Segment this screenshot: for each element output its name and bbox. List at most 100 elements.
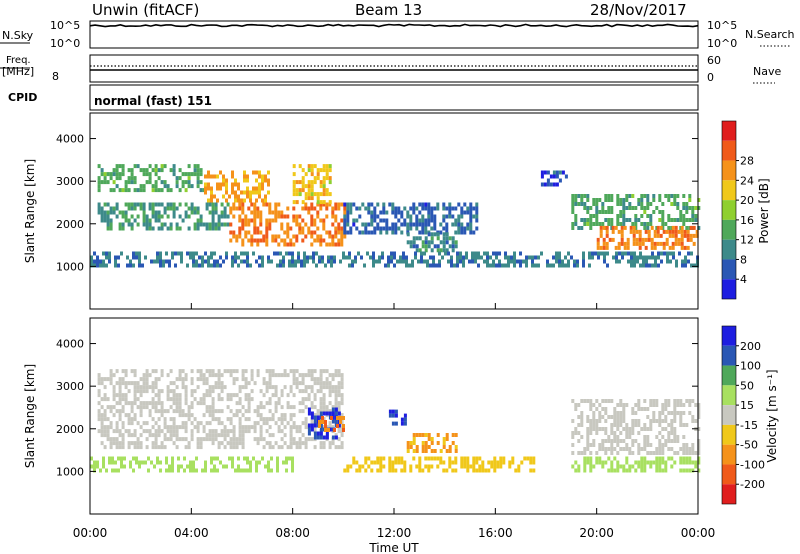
velocity-echo-cell-r0: [232, 393, 236, 398]
power-echo-cell-r5: [346, 218, 350, 223]
velocity-colorbar-swatch: [722, 424, 736, 445]
power-echo-cell-r4: [328, 200, 332, 205]
power-echo-cell-r4: [325, 192, 329, 197]
velocity-echo-cell-r0: [115, 425, 119, 430]
power-echo-cell-r3: [253, 210, 257, 215]
velocity-echo-cell-r6: [267, 468, 270, 473]
velocity-echo-cell-r0: [175, 401, 179, 406]
velocity-echo-cell-r0: [301, 401, 305, 406]
velocity-echo-cell-r0: [184, 385, 188, 390]
power-echo-cell-r10: [192, 251, 195, 256]
velocity-echo-cell-r0: [133, 381, 137, 386]
velocity-echo-cell-r3: [394, 409, 398, 414]
power-echo-cell-r7: [691, 210, 695, 214]
velocity-echo-cell-r0: [190, 405, 194, 410]
velocity-echo-cell-r6: [138, 464, 141, 469]
power-echo-cell-r3: [316, 210, 320, 215]
velocity-echo-cell-r0: [121, 397, 125, 402]
power-echo-cell-r5: [460, 214, 464, 219]
power-echo-cell-r4: [295, 188, 299, 193]
power-echo-cell-r7: [622, 214, 626, 218]
power-echo-cell-r3: [322, 202, 326, 207]
velocity-echo-cell-r1: [319, 423, 323, 428]
power-echo-cell-r3: [265, 238, 269, 243]
velocity-echo-cell-r5: [481, 464, 485, 469]
velocity-echo-cell-r7: [619, 411, 623, 415]
velocity-echo-cell-r6: [276, 464, 279, 469]
velocity-echo-cell-r7: [649, 443, 653, 447]
power-echo-cell-r0: [148, 164, 152, 169]
power-echo-cell-r10: [372, 251, 375, 256]
power-echo-cell-r5: [376, 202, 380, 207]
power-echo-cell-r10: [504, 263, 507, 268]
power-echo-cell-r10: [606, 251, 609, 256]
power-echo-cell-r0: [187, 180, 191, 185]
power-echo-cell-r7: [688, 218, 692, 222]
power-echo-cell-r10: [588, 255, 591, 260]
power-echo-cell-r6: [442, 232, 446, 237]
velocity-echo-cell-r0: [313, 429, 317, 434]
power-echo-cell-r5: [406, 214, 410, 219]
power-echo-cell-r10: [588, 263, 591, 268]
power-echo-cell-r10: [555, 251, 558, 256]
power-echo-cell-r3: [286, 226, 290, 231]
velocity-echo-cell-r0: [280, 437, 284, 442]
velocity-echo-cell-r0: [301, 381, 305, 386]
power-echo-cell-r1: [214, 210, 218, 215]
velocity-echo-cell-r0: [220, 429, 224, 434]
velocity-echo-cell-r0: [274, 373, 278, 378]
power-echo-cell-r1: [139, 202, 143, 207]
velocity-echo-cell-r8: [667, 456, 671, 461]
power-echo-cell-r3: [334, 230, 338, 235]
power-echo-cell-r7: [682, 218, 686, 222]
velocity-echo-cell-r0: [238, 425, 242, 430]
power-echo-cell-r5: [448, 210, 452, 215]
power-echo-cell-r8: [680, 229, 684, 234]
power-echo-cell-r7: [658, 194, 662, 198]
velocity-echo-cell-r0: [334, 385, 338, 390]
velocity-echo-cell-r7: [571, 399, 575, 403]
power-echo-cell-r3: [343, 234, 347, 239]
power-echo-cell-r8: [629, 225, 633, 230]
velocity-colorbar-swatch: [722, 326, 736, 346]
velocity-echo-cell-r1: [310, 411, 314, 416]
velocity-echo-cell-r0: [274, 389, 278, 394]
velocity-echo-cell-r7: [655, 403, 659, 407]
power-echo-cell-r8: [677, 237, 681, 242]
power-echo-cell-r5: [472, 230, 476, 235]
power-echo-cell-r3: [316, 238, 320, 243]
power-echo-cell-r10: [633, 263, 636, 268]
velocity-echo-cell-r0: [235, 445, 239, 450]
power-echo-cell-r0: [142, 172, 146, 177]
velocity-echo-cell-r0: [106, 377, 110, 382]
velocity-echo-cell-r0: [172, 401, 176, 406]
velocity-echo-cell-r7: [625, 403, 629, 407]
velocity-echo-cell-r0: [127, 381, 131, 386]
power-echo-cell-r1: [223, 206, 227, 211]
velocity-echo-cell-r7: [649, 427, 653, 431]
velocity-echo-cell-r6: [177, 468, 180, 473]
velocity-echo-cell-r0: [232, 437, 236, 442]
velocity-echo-cell-r7: [577, 439, 581, 443]
power-echo-cell-r3: [340, 230, 344, 235]
velocity-echo-cell-r0: [328, 385, 332, 390]
power-echo-cell-r5: [394, 210, 398, 215]
velocity-echo-cell-r0: [214, 417, 218, 422]
velocity-echo-cell-r0: [118, 389, 122, 394]
velocity-echo-cell-r7: [580, 419, 584, 423]
power-echo-cell-r10: [615, 255, 618, 260]
velocity-echo-cell-r0: [109, 437, 113, 442]
power-echo-cell-r4: [313, 180, 317, 185]
power-echo-cell-r10: [198, 255, 201, 260]
power-echo-cell-r0: [175, 184, 179, 189]
power-echo-cell-r7: [628, 218, 632, 222]
velocity-echo-cell-r7: [619, 431, 623, 435]
power-echo-cell-r7: [574, 198, 578, 202]
velocity-echo-cell-r4: [427, 445, 431, 449]
velocity-echo-cell-r0: [205, 405, 209, 410]
velocity-echo-cell-r6: [276, 456, 279, 461]
velocity-echo-cell-r8: [679, 456, 683, 461]
velocity-echo-cell-r0: [121, 441, 125, 446]
velocity-echo-cell-r2: [333, 428, 336, 432]
power-echo-cell-r10: [303, 251, 306, 256]
